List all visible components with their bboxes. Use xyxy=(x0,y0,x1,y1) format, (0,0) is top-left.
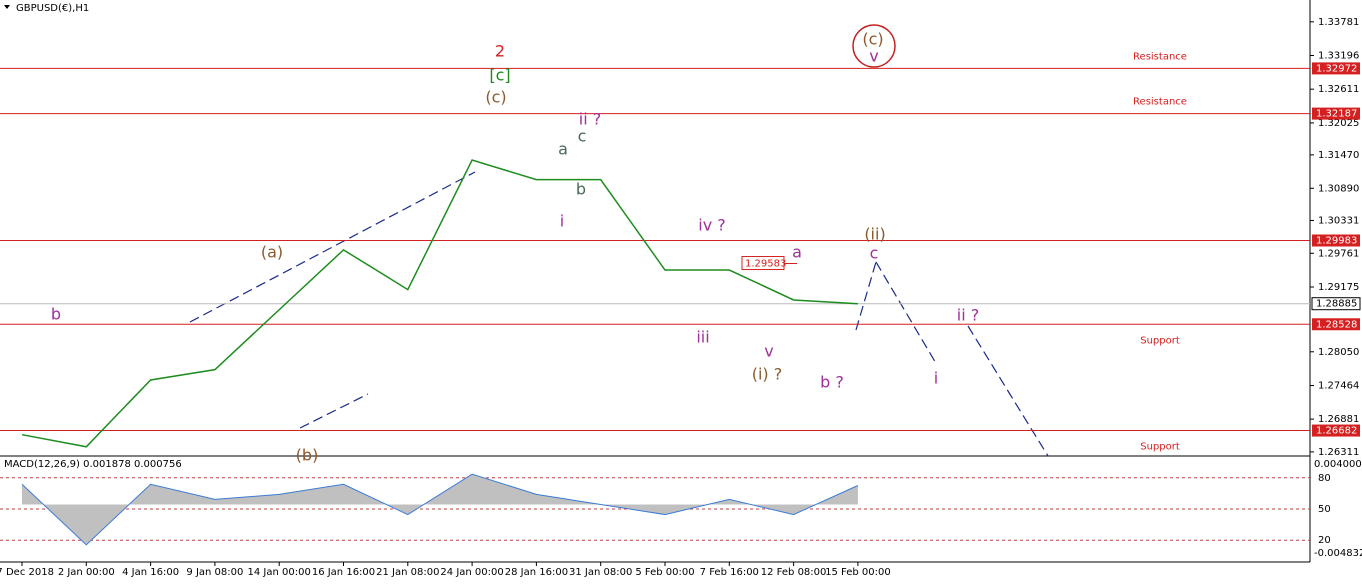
level-label: Support xyxy=(1140,442,1180,453)
macd-level-label: 50 xyxy=(1318,504,1331,515)
level-price: 1.29983 xyxy=(1316,235,1357,246)
wave-lines xyxy=(189,171,1049,457)
y-tick-label: 1.30331 xyxy=(1318,215,1359,226)
wave-label: (c) xyxy=(862,30,883,49)
x-tick-label: 12 Feb 08:00 xyxy=(761,567,827,578)
x-tick-label: 15 Feb 00:00 xyxy=(825,567,891,578)
y-tick-label: 1.31470 xyxy=(1318,150,1359,161)
wave-label: a xyxy=(558,140,568,159)
circle-marker xyxy=(852,24,896,68)
macd-label: MACD(12,26,9) 0.001878 0.000756 xyxy=(4,459,182,470)
level-price-box xyxy=(1312,424,1360,437)
wave-label: (c) xyxy=(485,88,506,107)
wave-label: b xyxy=(576,180,586,199)
y-tick-label: 1.29175 xyxy=(1318,282,1359,293)
wave-label: b ? xyxy=(820,373,844,392)
y-tick-label: 1.33196 xyxy=(1318,51,1359,62)
level-price: 1.28528 xyxy=(1316,319,1357,330)
x-tick-label: 24 Jan 00:00 xyxy=(440,567,503,578)
level-price: 1.26682 xyxy=(1316,426,1357,437)
chart-title: GBPUSD(€),H1 xyxy=(16,3,89,14)
wave-label: i xyxy=(560,212,564,231)
wave-label: [c] xyxy=(489,66,510,85)
wave-label: v xyxy=(869,47,878,66)
wave-label: i xyxy=(934,369,938,388)
wave-label: v xyxy=(764,342,773,361)
y-tick-label: 1.28050 xyxy=(1318,347,1359,358)
level-price-box xyxy=(1312,234,1360,247)
x-tick-label: 21 Jan 08:00 xyxy=(376,567,439,578)
marker-price: 1.29583 xyxy=(745,259,786,270)
wave-label: (b) xyxy=(296,446,319,465)
y-tick-label: 1.30890 xyxy=(1318,183,1359,194)
level-label: Resistance xyxy=(1133,97,1187,108)
wave-label: a xyxy=(792,243,802,262)
y-tick-label: 1.26311 xyxy=(1318,447,1359,458)
y-tick-label: 1.29761 xyxy=(1318,248,1359,259)
level-label: Resistance xyxy=(1133,51,1187,62)
level-price-box xyxy=(1312,62,1360,75)
level-price-box xyxy=(1312,107,1360,120)
x-tick-label: 5 Feb 00:00 xyxy=(635,567,694,578)
x-tick-label: 7 Feb 16:00 xyxy=(700,567,759,578)
x-tick-label: 27 Dec 2018 xyxy=(0,567,54,578)
x-tick-label: 16 Jan 16:00 xyxy=(312,567,375,578)
level-price: 1.32972 xyxy=(1316,63,1357,74)
wave-label: (ii) xyxy=(864,225,885,244)
x-tick-label: 9 Jan 08:00 xyxy=(186,567,243,578)
x-tick-label: 28 Jan 16:00 xyxy=(505,567,568,578)
wave-label: c xyxy=(870,244,879,263)
level-price-box xyxy=(1312,318,1360,331)
y-tick-label: 1.26881 xyxy=(1318,414,1359,425)
macd-level-label: 20 xyxy=(1318,535,1331,546)
wave-label: c xyxy=(578,127,587,146)
macd-line xyxy=(21,473,859,546)
macd-tick-label: -0.004832 xyxy=(1314,548,1362,559)
wave-label: ii ? xyxy=(579,110,601,129)
level-label: Support xyxy=(1140,335,1180,346)
current-price: 1.28885 xyxy=(1316,299,1357,310)
current-price-box xyxy=(1311,297,1361,311)
x-tick-label: 31 Jan 08:00 xyxy=(569,567,632,578)
wave-label: 2 xyxy=(495,42,505,61)
wave-label: iv ? xyxy=(698,216,726,235)
y-tick-label: 1.32611 xyxy=(1318,84,1359,95)
price-line xyxy=(21,159,858,448)
menu-icon xyxy=(4,5,10,9)
macd-level-label: 80 xyxy=(1318,473,1331,484)
wave-label: iii xyxy=(696,328,709,347)
wave-label: ii ? xyxy=(957,306,979,325)
macd-tick-label: 0.004000 xyxy=(1314,459,1362,470)
y-tick-label: 1.27464 xyxy=(1318,381,1359,392)
x-tick-label: 4 Jan 16:00 xyxy=(122,567,179,578)
level-price: 1.32187 xyxy=(1316,109,1357,120)
marker-box xyxy=(741,256,785,271)
x-tick-label: 14 Jan 00:00 xyxy=(248,567,311,578)
wave-label: (i) ? xyxy=(752,365,783,384)
y-tick-label: 1.33781 xyxy=(1318,17,1359,28)
wave-label: b xyxy=(51,305,61,324)
wave-label: (a) xyxy=(261,243,283,262)
y-tick-label: 1.32025 xyxy=(1318,118,1359,129)
x-tick-label: 2 Jan 00:00 xyxy=(58,567,115,578)
